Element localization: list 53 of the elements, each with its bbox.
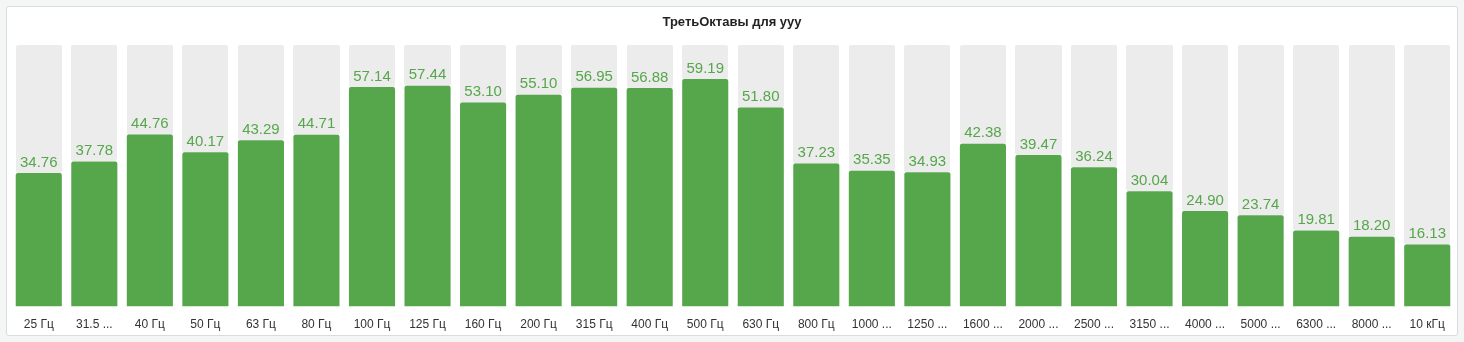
x-tick-label: 8000 ... — [1351, 317, 1392, 332]
data-label: 57.14 — [353, 66, 391, 84]
x-tick-label: 100 Гц — [353, 317, 391, 332]
data-label: 34.76 — [20, 152, 58, 170]
data-label: 53.10 — [464, 82, 502, 100]
data-label: 35.35 — [853, 150, 891, 168]
data-label: 56.88 — [630, 67, 669, 85]
data-label: 43.29 — [242, 119, 280, 137]
x-tick-label: 630 Гц — [742, 317, 780, 332]
data-label: 51.80 — [742, 87, 780, 105]
data-label: 44.76 — [131, 114, 169, 132]
x-tick-label: 800 Гц — [797, 317, 835, 332]
data-label: 36.24 — [1075, 146, 1113, 164]
x-tick-label: 2000 ... — [1018, 317, 1059, 332]
x-tick-label: 160 Гц — [464, 317, 502, 332]
data-label: 42.38 — [964, 123, 1002, 141]
x-tick-label: 1600 ... — [962, 317, 1003, 332]
x-tick-label: 3150 ... — [1129, 317, 1170, 332]
data-label: 37.23 — [797, 143, 836, 161]
data-label: 37.78 — [75, 141, 114, 159]
x-tick-label: 50 Гц — [190, 317, 221, 332]
x-tick-label: 400 Гц — [631, 317, 669, 332]
data-label: 56.95 — [575, 67, 613, 85]
x-tick-label: 40 Гц — [134, 317, 165, 332]
data-label: 40.17 — [186, 131, 225, 149]
x-tick-label: 5000 ... — [1240, 317, 1281, 332]
x-tick-label: 1000 ... — [851, 317, 892, 332]
x-tick-label: 1250 ... — [907, 317, 948, 332]
data-label: 59.19 — [686, 58, 724, 76]
data-label: 44.71 — [297, 114, 336, 132]
x-tick-label: 125 Гц — [409, 317, 447, 332]
x-tick-label: 200 Гц — [520, 317, 558, 332]
x-tick-label: 25 Гц — [23, 317, 54, 332]
data-label: 57.44 — [408, 65, 447, 83]
x-tick-label: 500 Гц — [686, 317, 724, 332]
x-tick-label: 10 кГц — [1409, 317, 1445, 332]
x-tick-label: 6300 ... — [1296, 317, 1337, 332]
data-label: 23.74 — [1241, 195, 1280, 212]
x-tick-label: 63 Гц — [245, 317, 277, 332]
data-label: 19.81 — [1297, 210, 1335, 228]
x-tick-label: 4000 ... — [1185, 317, 1226, 332]
x-tick-label: 2500 ... — [1073, 317, 1115, 332]
data-label: 18.20 — [1352, 216, 1391, 234]
x-tick-label: 315 Гц — [575, 317, 613, 332]
data-label: 34.93 — [908, 152, 947, 169]
x-tick-label: 80 Гц — [301, 317, 332, 332]
x-tick-label: 31.5 ... — [75, 317, 113, 332]
data-label: 39.47 — [1019, 134, 1058, 152]
chart-title: ТретьОктавы для ууу — [661, 14, 803, 29]
data-label: 30.04 — [1130, 170, 1169, 188]
data-label: 55.10 — [519, 74, 558, 92]
data-label: 16.13 — [1408, 224, 1446, 242]
data-label: 24.90 — [1186, 190, 1224, 208]
